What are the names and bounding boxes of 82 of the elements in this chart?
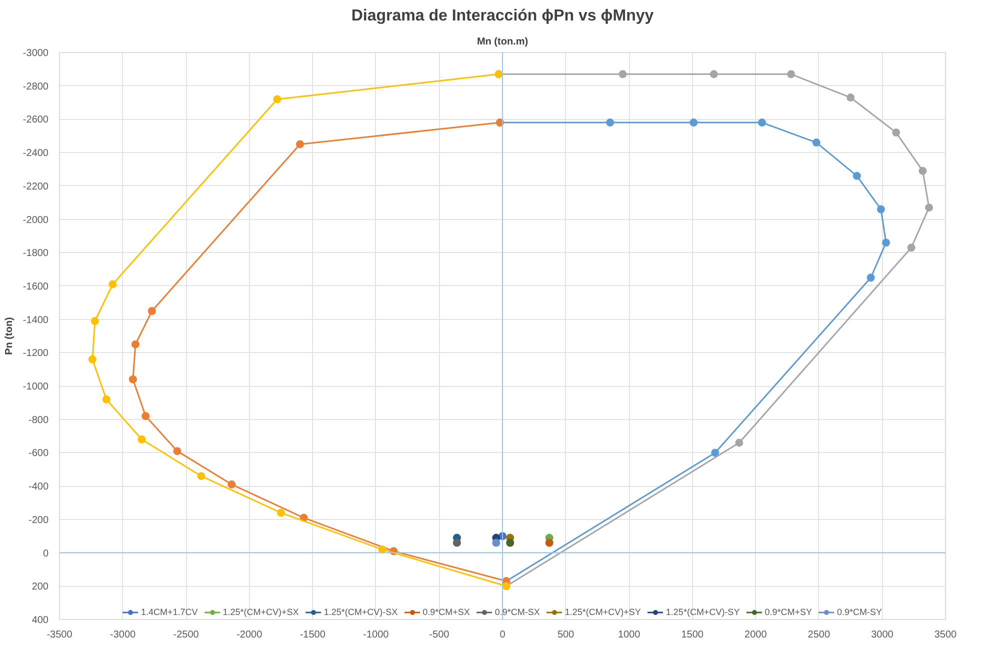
x-tick-label: -3500 xyxy=(46,630,73,640)
point xyxy=(228,480,236,488)
legend-label: 1.25*(CM+CV)-SX xyxy=(324,607,398,617)
point xyxy=(907,244,916,252)
y-tick-label: -1000 xyxy=(22,382,49,393)
point xyxy=(506,538,514,547)
point xyxy=(812,138,820,147)
point xyxy=(492,538,500,547)
x-tick-label: -1500 xyxy=(300,630,326,640)
legend-label: 1.4CM+1.7CV xyxy=(141,607,198,617)
y-tick-label: 200 xyxy=(32,582,49,593)
legend-label: 0.9*CM-SY xyxy=(836,607,882,617)
x-tick-label: 1000 xyxy=(618,630,641,640)
point xyxy=(735,438,744,447)
point xyxy=(918,166,927,175)
legend-label: 0.9*CM+SY xyxy=(764,607,812,617)
x-tick-label: -1000 xyxy=(363,630,390,640)
x-tick-label: 2500 xyxy=(808,630,830,640)
point xyxy=(545,538,554,547)
point xyxy=(711,448,720,457)
y-tick-label: -3000 xyxy=(22,48,49,59)
y-tick-label: -2400 xyxy=(22,148,49,160)
y-tick-label: -2000 xyxy=(22,214,49,226)
x-tick-label: -2500 xyxy=(173,630,200,640)
y-tick-label: -2800 xyxy=(22,81,49,92)
point xyxy=(618,70,627,78)
point xyxy=(710,70,718,78)
point xyxy=(378,545,386,554)
point xyxy=(131,340,140,348)
point xyxy=(852,172,861,180)
point xyxy=(277,508,285,517)
point xyxy=(138,435,146,444)
x-axis-title: Mn (ton.m) xyxy=(476,36,528,48)
point xyxy=(148,306,156,315)
point xyxy=(758,118,766,127)
point xyxy=(606,118,614,127)
point xyxy=(876,205,885,214)
x-tick-label: 0 xyxy=(500,630,506,640)
y-tick-label: -2600 xyxy=(22,114,49,126)
legend-label: 1.25*(CM+CV)-SY xyxy=(666,607,740,617)
point xyxy=(866,274,875,282)
y-tick-label: -1200 xyxy=(22,348,49,360)
point xyxy=(787,70,796,78)
x-tick-label: 1500 xyxy=(681,630,704,640)
y-tick-label: 400 xyxy=(32,615,49,626)
x-tick-label: -2000 xyxy=(236,630,263,640)
x-tick-label: -500 xyxy=(429,630,450,640)
y-tick-label: -200 xyxy=(28,514,49,526)
point xyxy=(173,447,182,456)
point xyxy=(128,375,137,384)
legend-label: 0.9*CM+SX xyxy=(422,607,470,617)
y-tick-label: -1800 xyxy=(22,248,49,260)
y-tick-label: -400 xyxy=(28,482,49,493)
y-axis-title: Pn (ton) xyxy=(4,317,15,355)
y-tick-label: -800 xyxy=(28,414,49,426)
point xyxy=(296,140,304,148)
legend-label: 1.25*(CM+CV)+SX xyxy=(222,607,299,617)
point xyxy=(102,395,110,404)
x-tick-label: 2000 xyxy=(744,630,768,640)
point xyxy=(142,412,150,420)
y-tick-label: -1400 xyxy=(22,314,49,326)
point xyxy=(88,355,96,364)
x-tick-label: 3500 xyxy=(934,630,958,640)
point xyxy=(690,118,698,127)
legend-label: 1.25*(CM+CV)+SY xyxy=(564,607,641,617)
chart-title: Diagrama de Interacción ϕPn vs ϕMnyy xyxy=(351,8,654,24)
point xyxy=(892,128,900,137)
point xyxy=(108,280,117,288)
x-tick-label: 3000 xyxy=(871,630,894,640)
point xyxy=(925,204,934,212)
point xyxy=(846,94,855,102)
point xyxy=(90,317,99,325)
y-tick-label: 0 xyxy=(42,548,49,560)
point xyxy=(197,472,206,480)
x-tick-label: 500 xyxy=(557,630,575,640)
x-tick-label: -3000 xyxy=(110,630,136,640)
point xyxy=(273,95,282,104)
y-tick-label: -2200 xyxy=(22,181,49,192)
y-tick-label: -600 xyxy=(28,448,49,460)
y-tick-label: -1600 xyxy=(22,281,49,292)
point xyxy=(882,238,890,247)
point xyxy=(452,538,461,547)
